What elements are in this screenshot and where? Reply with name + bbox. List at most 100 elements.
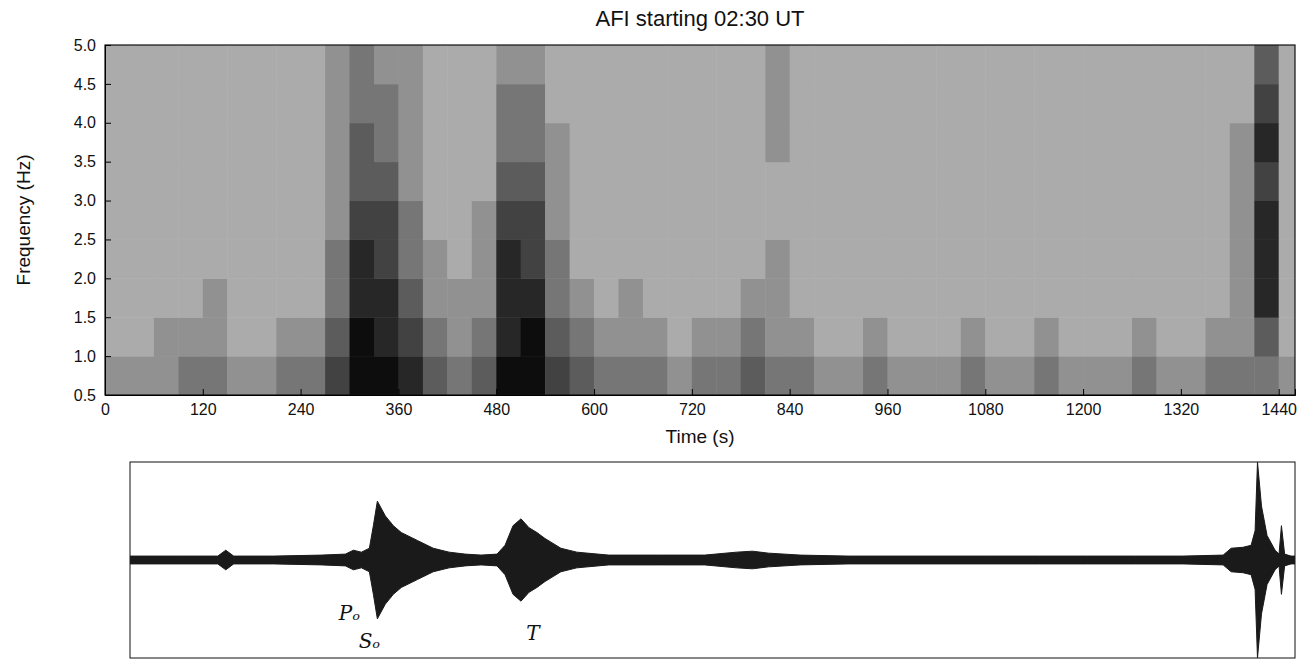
spectrogram-cell: [814, 317, 839, 356]
spectrogram-cell: [1132, 84, 1157, 123]
spectrogram-cell: [1230, 201, 1255, 240]
spectrogram-cell: [1108, 317, 1133, 356]
spectrogram-cell: [129, 239, 154, 278]
spectrogram-cell: [1181, 201, 1206, 240]
spectrogram-cell: [863, 356, 888, 395]
phase-label: Sₒ: [359, 629, 381, 653]
spectrogram-cell: [129, 123, 154, 162]
spectrogram-cell: [790, 45, 815, 84]
spectrogram-cell: [545, 278, 570, 317]
y-axis-tick-label: 3.0: [74, 192, 96, 209]
spectrogram-cell: [1010, 84, 1035, 123]
spectrogram-cell: [1254, 317, 1279, 356]
spectrogram-cell: [423, 84, 448, 123]
spectrogram-cell: [350, 201, 375, 240]
spectrogram-cell: [716, 45, 741, 84]
spectrogram-cell: [1230, 278, 1255, 317]
spectrogram-cell: [1132, 239, 1157, 278]
spectrogram-cell: [961, 239, 986, 278]
spectrogram-cell: [105, 317, 130, 356]
spectrogram-cell: [398, 239, 423, 278]
spectrogram-cell: [692, 201, 717, 240]
spectrogram-cell: [1230, 162, 1255, 201]
spectrogram-cell: [741, 45, 766, 84]
spectrogram-cell: [839, 278, 864, 317]
spectrogram-cell: [350, 84, 375, 123]
spectrogram-cell: [1132, 45, 1157, 84]
spectrogram-cell: [985, 278, 1010, 317]
spectrogram-cell: [1083, 278, 1108, 317]
spectrogram-cell: [227, 201, 252, 240]
spectrogram-cell: [1083, 162, 1108, 201]
spectrogram-cell: [447, 162, 472, 201]
spectrogram-cell: [447, 45, 472, 84]
spectrogram-cell: [1108, 84, 1133, 123]
spectrogram-cell: [423, 162, 448, 201]
spectrogram-cell: [374, 84, 399, 123]
spectrogram-cell: [936, 84, 961, 123]
spectrogram-cell: [398, 201, 423, 240]
spectrogram-cell: [1181, 317, 1206, 356]
spectrogram-cell: [276, 84, 301, 123]
spectrogram-cell: [1230, 317, 1255, 356]
spectrogram-cell: [643, 278, 668, 317]
spectrogram-cell: [1156, 123, 1181, 162]
spectrogram-cell: [790, 356, 815, 395]
spectrogram-cell: [936, 201, 961, 240]
spectrogram-cell: [741, 317, 766, 356]
spectrogram-cell: [398, 278, 423, 317]
y-axis-tick-mark: [105, 278, 111, 279]
spectrogram-cell: [1156, 84, 1181, 123]
spectrogram-cell: [618, 239, 643, 278]
spectrogram-cell: [447, 123, 472, 162]
spectrogram-cell: [178, 278, 203, 317]
y-axis-tick: 0.5: [74, 387, 111, 404]
spectrogram-cell: [1059, 278, 1084, 317]
spectrogram-cell: [692, 162, 717, 201]
spectrogram-cell: [594, 278, 619, 317]
y-axis-line: [106, 46, 112, 396]
spectrogram-cell: [1083, 239, 1108, 278]
spectrogram-cell: [618, 162, 643, 201]
x-axis-tick: 360: [386, 389, 413, 418]
spectrogram-cell: [1059, 123, 1084, 162]
spectrogram-cell: [301, 84, 326, 123]
y-axis-tick-label: 5.0: [74, 37, 96, 54]
spectrogram-cell: [129, 162, 154, 201]
spectrogram-cell: [496, 162, 521, 201]
x-axis-tick-mark: [594, 389, 595, 395]
spectrogram-cell: [936, 356, 961, 395]
spectrogram-cell: [887, 201, 912, 240]
spectrogram-cell: [1083, 45, 1108, 84]
spectrogram-cell: [496, 201, 521, 240]
spectrogram-cell: [643, 123, 668, 162]
spectrogram-cell: [936, 123, 961, 162]
spectrogram-cell: [1132, 201, 1157, 240]
spectrogram-cell: [618, 45, 643, 84]
spectrogram-cell: [178, 45, 203, 84]
spectrogram-cell: [1205, 239, 1230, 278]
waveform: [130, 462, 1295, 658]
spectrogram-cell: [1010, 45, 1035, 84]
spectrogram-cell: [301, 356, 326, 395]
spectrogram-cell: [203, 356, 228, 395]
x-axis-tick-mark: [203, 389, 204, 395]
x-axis-tick: 960: [875, 389, 902, 418]
spectrogram-cell: [496, 356, 521, 395]
spectrogram-cell: [203, 239, 228, 278]
spectrogram-cell: [1132, 278, 1157, 317]
spectrogram-cell: [545, 239, 570, 278]
spectrogram-cell: [252, 45, 277, 84]
spectrogram-cell: [545, 84, 570, 123]
spectrogram-cell: [1205, 356, 1230, 395]
spectrogram-cell: [887, 317, 912, 356]
spectrogram-cell: [912, 123, 937, 162]
spectrogram-cell: [961, 84, 986, 123]
x-axis-tick: 720: [679, 389, 706, 418]
spectrogram-cell: [741, 356, 766, 395]
spectrogram-cell: [325, 162, 350, 201]
spectrogram-cell: [790, 201, 815, 240]
spectrogram-cell: [227, 278, 252, 317]
spectrogram-cell: [1230, 356, 1255, 395]
spectrogram-cell: [423, 278, 448, 317]
